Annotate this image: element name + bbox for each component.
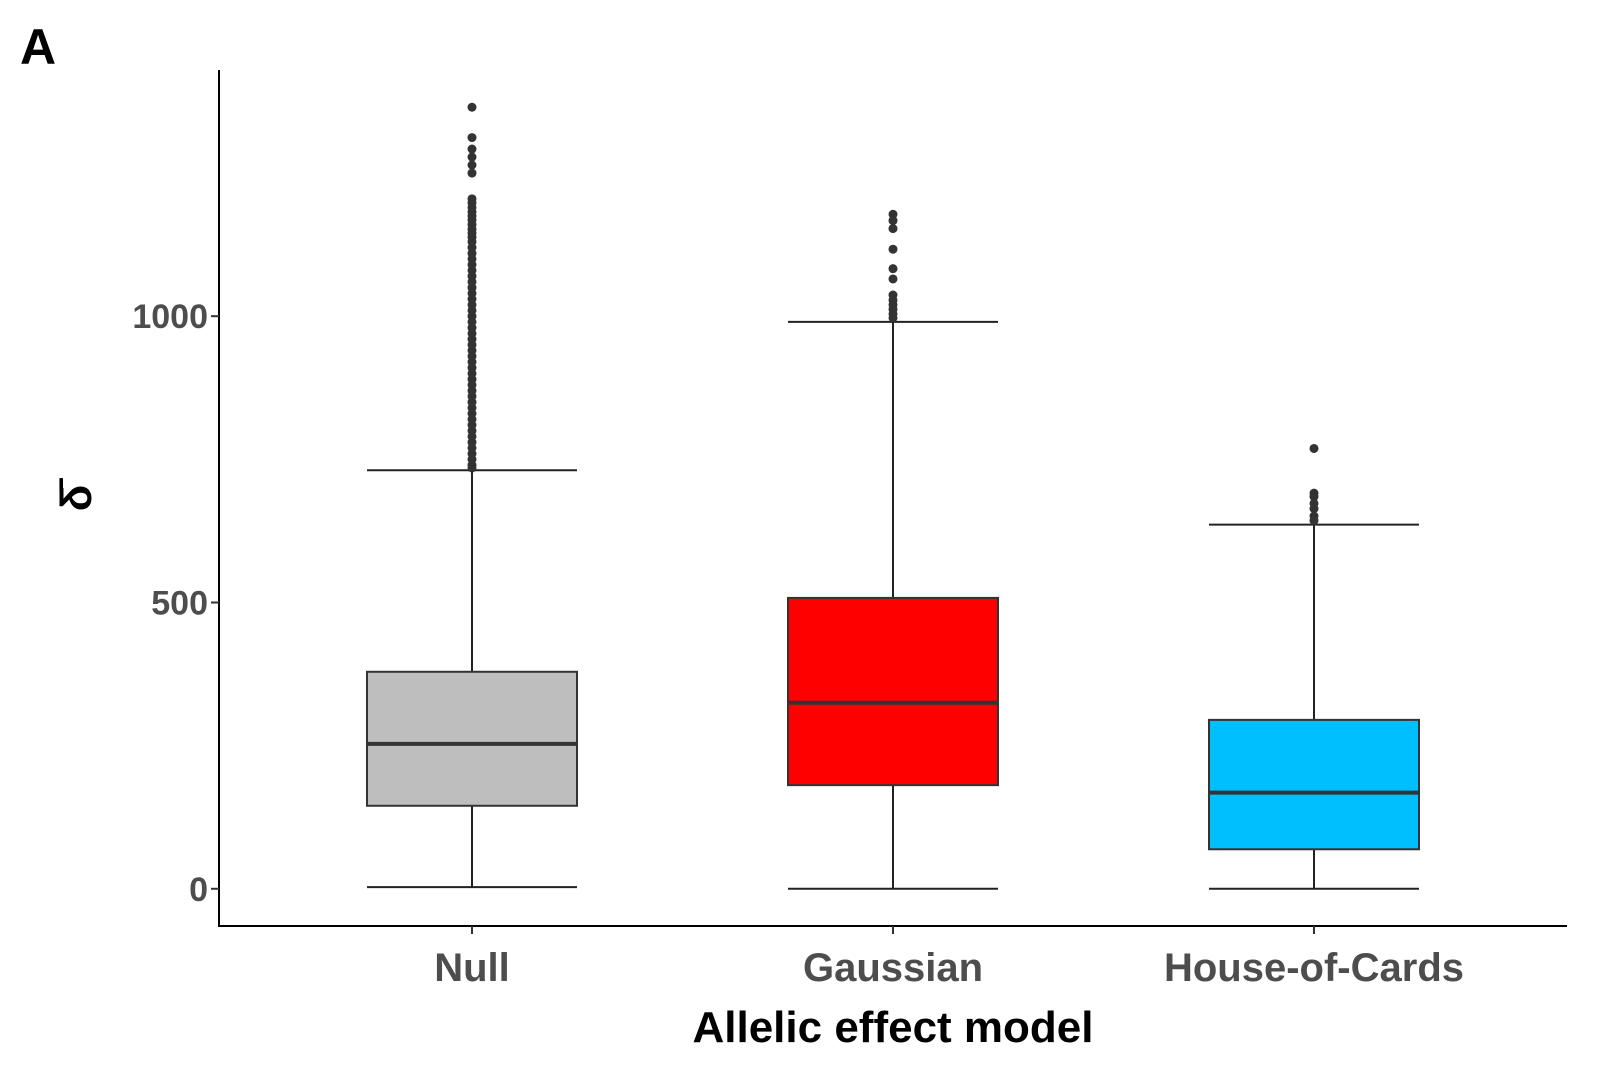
outlier-point <box>1309 492 1319 502</box>
plot-area <box>366 102 1420 890</box>
outlier-point <box>467 168 477 178</box>
outlier-point <box>888 244 898 254</box>
y-axis-title: δ̄ <box>52 478 101 512</box>
outlier-point <box>467 144 477 154</box>
outlier-point <box>467 152 477 162</box>
outlier-point <box>888 313 898 323</box>
outlier-point <box>888 264 898 274</box>
outlier-point <box>1309 504 1319 514</box>
x-tick-label: Gaussian <box>803 946 983 990</box>
box-group-house-of-cards <box>1208 443 1420 890</box>
x-axis-title: Allelic effect model <box>692 1003 1093 1052</box>
outlier-point <box>888 209 898 219</box>
iqr-box <box>366 670 578 807</box>
outlier-point <box>467 463 477 473</box>
iqr-box <box>1208 718 1420 851</box>
box-group-gaussian <box>787 209 999 890</box>
y-tick-label: 500 <box>151 584 208 622</box>
x-tick-label: Null <box>434 946 510 990</box>
outlier-point <box>888 216 898 226</box>
outlier-point <box>1309 443 1319 453</box>
outlier-point <box>467 102 477 112</box>
outlier-point <box>467 133 477 143</box>
x-axis-ticks: Null Gaussian House-of-Cards <box>434 926 1464 990</box>
x-tick-label: House-of-Cards <box>1164 946 1464 990</box>
y-tick-label: 0 <box>189 871 208 909</box>
outlier-point <box>1309 516 1319 526</box>
iqr-box <box>787 596 999 787</box>
outlier-point <box>888 274 898 284</box>
outlier-point <box>467 160 477 170</box>
y-tick-label: 1000 <box>132 298 208 336</box>
panel-label: A <box>20 19 56 75</box>
box-group-null <box>366 102 578 889</box>
y-axis-ticks: 0 500 1000 <box>132 298 219 909</box>
outlier-point <box>888 224 898 234</box>
